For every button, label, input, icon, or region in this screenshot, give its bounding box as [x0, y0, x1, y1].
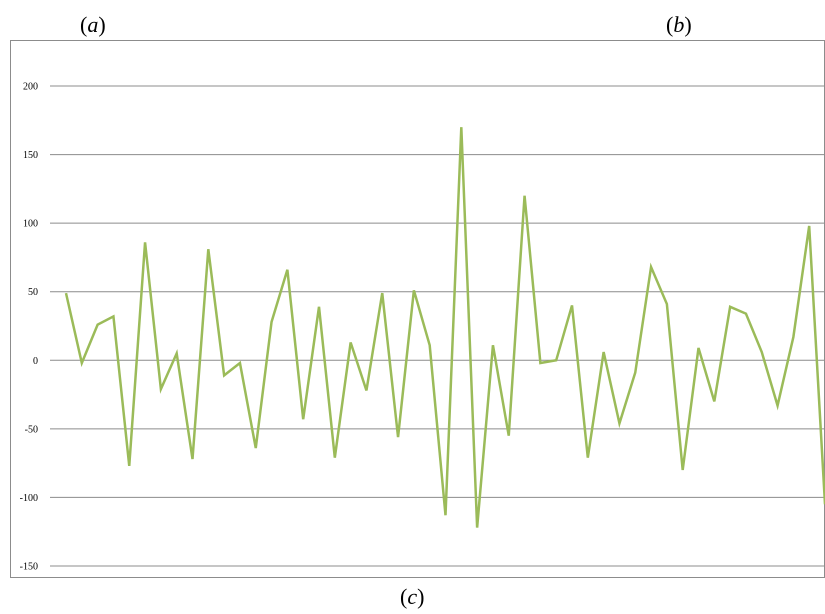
y-tick-label: -100	[20, 493, 38, 504]
panel-label-b: (b)	[666, 12, 692, 37]
series-line	[64, 127, 825, 528]
chart-frame: 200 150 100 50 0 -50 -100 -150	[10, 40, 825, 578]
y-tick-label: -150	[20, 562, 38, 573]
panel-letter-b: b	[673, 12, 685, 37]
line-chart: 200 150 100 50 0 -50 -100 -150	[10, 40, 825, 578]
panel-label-c: (c)	[400, 584, 425, 609]
y-tick-label: 0	[33, 356, 38, 367]
y-tick-label: -50	[25, 424, 38, 435]
y-axis-ticks: 200 150 100 50 0 -50 -100 -150	[20, 82, 38, 573]
series-lines	[64, 127, 825, 528]
panel-letter-a: a	[87, 12, 99, 37]
panel-letter-c: c	[407, 584, 418, 609]
y-tick-label: 50	[28, 287, 38, 298]
chart-border	[10, 40, 825, 578]
panel-label-a: (a)	[80, 12, 106, 37]
y-tick-label: 150	[23, 150, 38, 161]
y-tick-label: 100	[23, 219, 38, 230]
y-tick-label: 200	[23, 82, 38, 93]
